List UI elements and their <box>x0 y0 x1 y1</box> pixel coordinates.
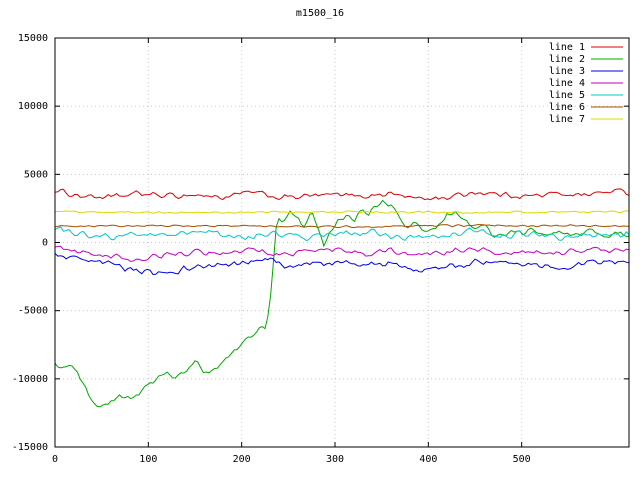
y-tick-label: 5000 <box>24 169 48 180</box>
x-tick-label: 200 <box>233 454 251 465</box>
x-tick-label: 400 <box>419 454 437 465</box>
chart-title: m1500_16 <box>295 8 345 19</box>
legend-label: line 6 <box>549 102 585 113</box>
y-tick-label: -10000 <box>12 374 48 385</box>
x-tick-label: 300 <box>326 454 344 465</box>
legend-label: line 1 <box>549 42 585 53</box>
legend-label: line 7 <box>549 114 585 125</box>
x-tick-label: 100 <box>139 454 157 465</box>
legend-label: line 4 <box>549 78 585 89</box>
x-tick-label: 500 <box>513 454 531 465</box>
y-tick-label: 0 <box>42 238 48 249</box>
legend-label: line 3 <box>549 66 585 77</box>
legend-label: line 2 <box>549 54 585 65</box>
series-line-3 <box>54 252 630 276</box>
series-line-2 <box>54 199 629 408</box>
series-line-7 <box>54 210 630 214</box>
y-tick-label: -15000 <box>12 442 48 453</box>
legend-label: line 5 <box>549 90 585 101</box>
plot-border <box>54 37 630 448</box>
series-line-1 <box>54 188 630 201</box>
series-line-5 <box>54 226 630 242</box>
series-line-6 <box>54 224 629 229</box>
series-line-4 <box>54 245 630 262</box>
y-tick-label: 15000 <box>18 33 48 44</box>
y-tick-label: 10000 <box>18 101 48 112</box>
y-tick-label: -5000 <box>18 306 48 317</box>
x-tick-label: 0 <box>52 454 58 465</box>
